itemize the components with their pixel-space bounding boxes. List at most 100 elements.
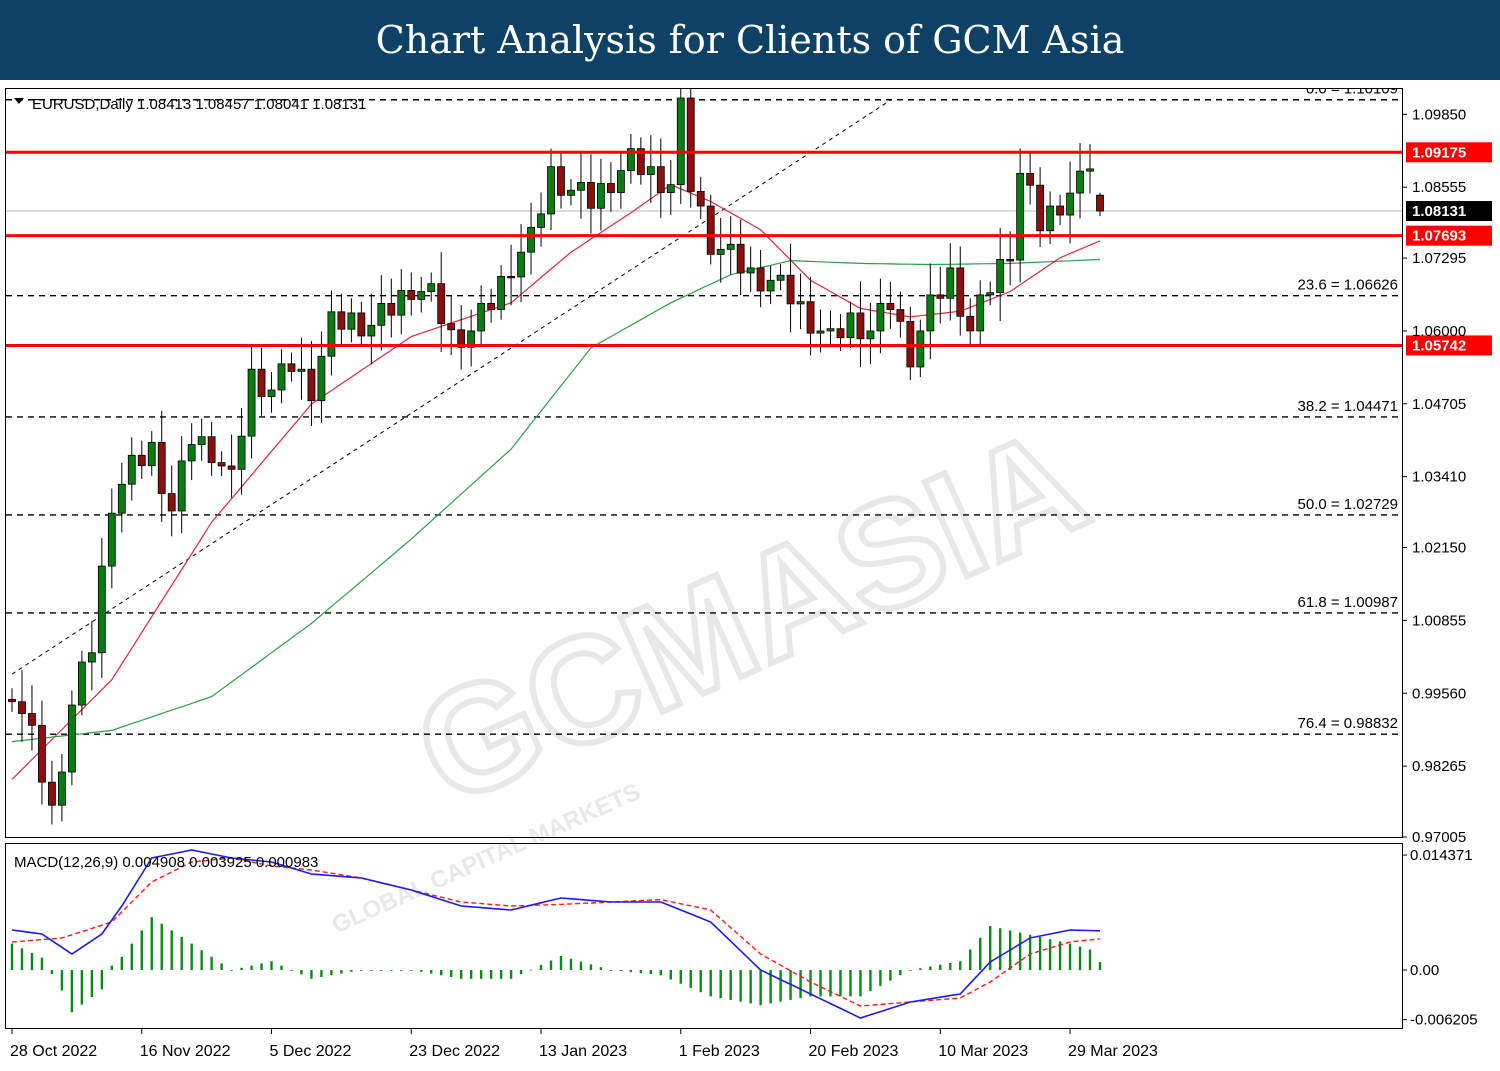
candle xyxy=(686,89,695,208)
macd-histogram-bar xyxy=(60,970,64,991)
macd-histogram-bar xyxy=(809,970,812,997)
macd-histogram-bar xyxy=(190,943,193,970)
macd-histogram-bar xyxy=(1018,932,1022,970)
macd-histogram-bar xyxy=(390,970,393,971)
macd-histogram-bar xyxy=(519,970,523,975)
symbol-header: EURUSD,Daily 1.08413 1.08457 1.08041 1.0… xyxy=(32,96,366,113)
macd-header: MACD(12,26,9) 0.004908 0.003925 0.000983 xyxy=(14,854,318,871)
candle xyxy=(38,700,46,805)
macd-histogram-bar xyxy=(240,967,243,970)
candle xyxy=(237,408,246,495)
macd-histogram-bar xyxy=(220,963,223,970)
candle xyxy=(866,302,875,365)
candle xyxy=(207,422,216,476)
macd-histogram-bar xyxy=(929,966,932,970)
candle xyxy=(58,754,66,822)
x-tick-label: 1 Feb 2023 xyxy=(679,1043,760,1060)
y-tick-label: 1.09850 xyxy=(1412,106,1466,123)
candle xyxy=(636,137,645,185)
candle xyxy=(746,246,755,293)
macd-histogram-bar xyxy=(170,930,173,970)
macd-histogram-bar xyxy=(449,970,453,978)
x-tick-label: 28 Oct 2022 xyxy=(10,1043,97,1060)
ma-short-line xyxy=(11,183,1101,780)
candle xyxy=(147,431,156,476)
candle xyxy=(766,265,775,305)
candle xyxy=(87,621,96,691)
macd-histogram-bar xyxy=(499,970,503,979)
macd-histogram-bar xyxy=(20,948,24,970)
macd-histogram-bar xyxy=(70,970,74,1013)
candle xyxy=(567,179,575,206)
macd-histogram-bar xyxy=(180,937,183,970)
candle xyxy=(337,293,346,346)
y-tick-label: 1.06000 xyxy=(1412,323,1466,340)
candle xyxy=(48,760,56,825)
x-tick-label: 29 Mar 2023 xyxy=(1068,1043,1158,1060)
macd-histogram-bar xyxy=(899,970,902,976)
collapse-triangle-icon[interactable] xyxy=(14,98,24,104)
candle xyxy=(796,273,805,330)
current-price-label: 1.08131 xyxy=(1412,203,1466,220)
candle xyxy=(606,162,615,212)
macd-histogram-bar xyxy=(939,964,942,970)
macd-histogram-bar xyxy=(629,970,633,973)
y-tick-label: 1.04705 xyxy=(1412,396,1466,413)
candle xyxy=(277,349,286,404)
macd-histogram-bar xyxy=(779,970,782,1002)
candle xyxy=(706,194,715,265)
candle xyxy=(28,685,36,751)
macd-histogram-bar xyxy=(659,970,663,976)
candle xyxy=(507,244,515,306)
macd-y-tick-label: -0.006205 xyxy=(1410,1012,1478,1029)
macd-histogram-bar xyxy=(639,970,643,974)
candle xyxy=(157,410,166,522)
candle xyxy=(646,135,655,203)
candle xyxy=(966,298,975,348)
macd-histogram-bar xyxy=(839,970,842,997)
candle xyxy=(97,537,106,679)
y-tick-label: 1.08555 xyxy=(1412,179,1466,196)
macd-line xyxy=(11,849,1101,1019)
macd-histogram-bar xyxy=(489,970,493,979)
candle xyxy=(756,249,765,308)
macd-histogram-bar xyxy=(130,943,133,970)
candle xyxy=(1056,194,1064,226)
fib-label-0.0: 0.0 = 1.10109 xyxy=(1306,81,1398,98)
candle xyxy=(267,371,276,413)
x-tick-label: 13 Jan 2023 xyxy=(539,1043,627,1060)
candle xyxy=(716,217,725,283)
y-tick-label: 1.03410 xyxy=(1412,469,1466,486)
macd-histogram-bar xyxy=(440,970,443,976)
y-tick-label: 0.98265 xyxy=(1412,758,1466,775)
candle xyxy=(327,290,336,376)
candle xyxy=(227,434,236,498)
x-tick-label: 10 Mar 2023 xyxy=(938,1043,1028,1060)
candle xyxy=(407,272,416,316)
macd-histogram-bar xyxy=(689,970,692,988)
candle xyxy=(177,436,186,534)
candle xyxy=(826,310,835,348)
macd-histogram-bar xyxy=(739,970,742,1002)
key-level-label: 1.07693 xyxy=(1412,228,1466,245)
macd-histogram-bar xyxy=(869,970,872,992)
macd-histogram-bar xyxy=(370,970,373,971)
macd-histogram-bar xyxy=(1048,939,1052,970)
ma-long-line xyxy=(11,258,1101,743)
macd-histogram-bar xyxy=(619,970,623,972)
macd-histogram-bar xyxy=(40,957,44,970)
macd-histogram-bar xyxy=(799,970,802,999)
macd-histogram-bar xyxy=(729,970,732,1000)
macd-histogram-bar xyxy=(719,970,722,999)
candle xyxy=(666,159,675,215)
candle xyxy=(547,148,555,231)
candle xyxy=(916,319,925,378)
macd-histogram-bar xyxy=(100,970,104,990)
candle xyxy=(886,281,895,329)
candle xyxy=(107,488,116,589)
candle xyxy=(297,337,306,400)
candle xyxy=(367,293,376,365)
macd-histogram-bar xyxy=(110,965,114,970)
x-tick-label: 5 Dec 2022 xyxy=(270,1043,352,1060)
candle xyxy=(197,418,206,461)
